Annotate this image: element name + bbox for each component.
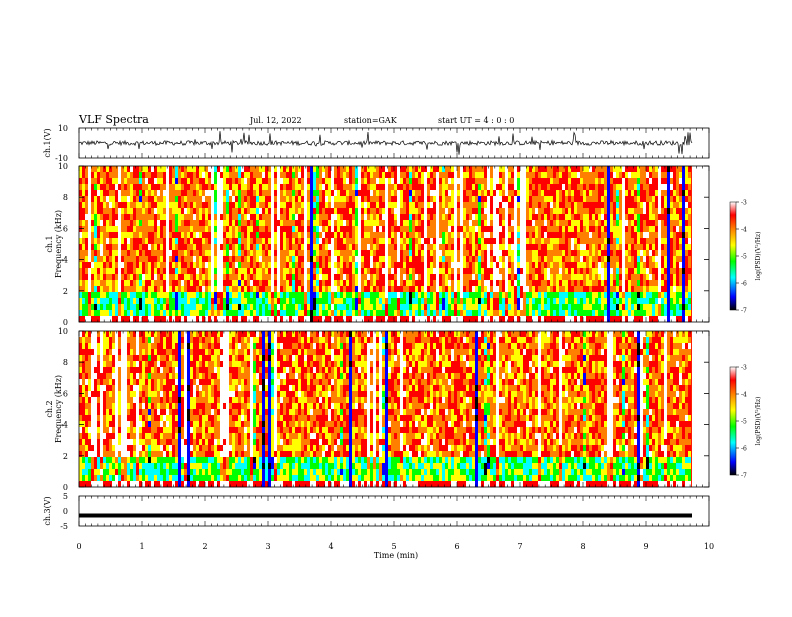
ch2-spectrogram-panel: 0 2 4 6 8 10 ch.2 Frequency (kHz) — [45, 327, 709, 492]
time-tick-label: 9 — [643, 542, 648, 551]
time-tick-labels: 0 1 2 3 4 5 6 7 8 9 10 — [76, 542, 714, 551]
ch1-colorbar-ticks: -3 -4 -5 -6 -7 — [736, 200, 747, 315]
frequency-tick-label: 10 — [58, 327, 68, 336]
ch3-ytick-bottom: -5 — [60, 522, 68, 531]
frequency-tick-label: 4 — [63, 256, 68, 265]
frequency-tick-label: 8 — [63, 193, 68, 202]
time-tick-label: 4 — [328, 542, 333, 551]
frequency-tick-label: 0 — [63, 318, 68, 327]
ch1-colorbar-gradient — [730, 202, 736, 310]
colorbar-tick-label: -3 — [741, 200, 747, 207]
ch1-spectrogram-panel: 0 2 4 6 8 10 ch.1 Frequency (kHz) — [45, 162, 709, 327]
figure-title: VLF Spectra — [78, 113, 149, 126]
ch1-spectrogram-ylabel-frequency: Frequency (kHz) — [54, 210, 63, 278]
ch3-waveform-ylabel: ch.3(V) — [43, 496, 52, 525]
ch3-ytick-mid: 0 — [63, 507, 68, 516]
frequency-tick-label: 6 — [63, 389, 68, 398]
time-tick-label: 3 — [265, 542, 270, 551]
colorbar-tick-label: -5 — [741, 419, 747, 426]
time-tick-label: 10 — [704, 542, 714, 551]
frequency-tick-label: 0 — [63, 483, 68, 492]
frequency-tick-label: 6 — [63, 224, 68, 233]
colorbar-tick-label: -6 — [741, 281, 747, 288]
frequency-tick-label: 2 — [63, 287, 68, 296]
time-tick-label: 1 — [139, 542, 144, 551]
ch3-ytick-top: 5 — [63, 492, 68, 501]
ch2-spectrogram-ylabel-channel: ch.2 — [45, 400, 54, 417]
start-time-label: start UT = 4 : 0 : 0 — [438, 116, 514, 125]
time-tick-label: 2 — [202, 542, 207, 551]
ch1-ytick-top: 10 — [58, 124, 68, 133]
time-tick-label: 8 — [580, 542, 585, 551]
time-tick-label: 5 — [391, 542, 396, 551]
time-tick-label: 6 — [454, 542, 459, 551]
ch2-spectrogram-ylabel-frequency: Frequency (kHz) — [54, 375, 63, 443]
station-label: station=GAK — [344, 116, 398, 125]
frequency-tick-label: 10 — [58, 162, 68, 171]
ch1-waveform-ylabel: ch.1(V) — [43, 128, 52, 157]
time-tick-label: 0 — [76, 542, 81, 551]
colorbar-tick-label: -3 — [741, 365, 747, 372]
colorbar-tick-label: -6 — [741, 446, 747, 453]
time-tick-label: 7 — [517, 542, 522, 551]
ch2-colorbar: -3 -4 -5 -6 -7 log(PSD)(V²/Hz) — [730, 365, 762, 480]
ch1-waveform-panel: 10 -10 ch.1(V) — [43, 124, 709, 163]
ch2-spectrogram-heatmap — [79, 331, 691, 487]
frequency-tick-label: 4 — [63, 421, 68, 430]
ch3-waveform-panel: 5 0 -5 ch.3(V) — [43, 492, 709, 531]
ch1-colorbar: -3 -4 -5 -6 -7 log(PSD)(V²/Hz) — [730, 200, 762, 315]
frequency-tick-label: 8 — [63, 358, 68, 367]
ch1-spectrogram-heatmap — [79, 166, 691, 322]
ch3-waveform-line — [79, 514, 692, 518]
frequency-tick-label: 2 — [63, 452, 68, 461]
colorbar-tick-label: -7 — [741, 308, 747, 315]
ch2-colorbar-gradient — [730, 367, 736, 475]
date-label: Jul. 12, 2022 — [249, 116, 302, 125]
colorbar-tick-label: -4 — [741, 227, 747, 234]
ch1-colorbar-label: log(PSD)(V²/Hz) — [755, 232, 762, 281]
colorbar-tick-label: -4 — [741, 392, 747, 399]
colorbar-tick-label: -5 — [741, 254, 747, 261]
ch2-colorbar-ticks: -3 -4 -5 -6 -7 — [736, 365, 747, 480]
ch1-spectrogram-ylabel-channel: ch.1 — [45, 235, 54, 252]
colorbar-tick-label: -7 — [741, 473, 747, 480]
time-axis-label: Time (min) — [374, 551, 418, 560]
ch2-colorbar-label: log(PSD)(V²/Hz) — [755, 397, 762, 446]
